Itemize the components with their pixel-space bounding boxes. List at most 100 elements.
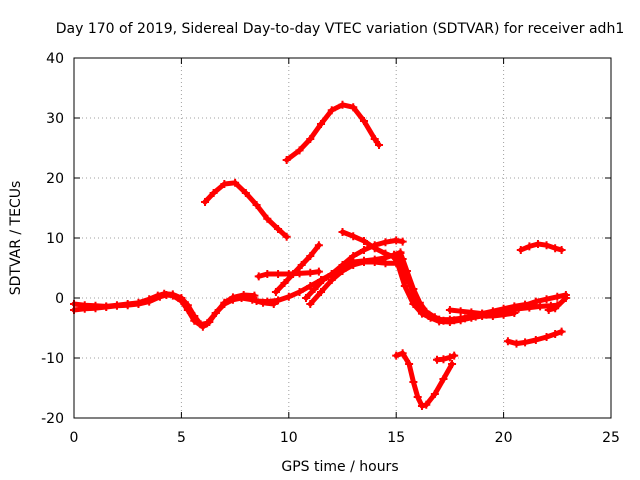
data-point <box>445 318 454 326</box>
data-point <box>112 301 121 310</box>
data-point <box>211 309 220 317</box>
series-trail <box>284 102 382 163</box>
grid-lines <box>74 58 611 418</box>
data-point <box>435 317 444 326</box>
data-point <box>310 285 319 293</box>
data-point <box>239 291 248 299</box>
x-tick-label: 5 <box>177 430 186 446</box>
data-point <box>280 279 289 287</box>
data-point <box>327 106 336 115</box>
data-point <box>398 237 407 246</box>
data-point <box>450 351 459 360</box>
data-point <box>160 289 169 298</box>
data-point <box>525 242 534 251</box>
data-point <box>359 258 368 266</box>
data-point <box>359 117 368 125</box>
data-point <box>314 267 323 276</box>
data-point <box>228 293 237 302</box>
data-point <box>134 298 143 307</box>
data-point <box>426 313 435 322</box>
y-tick-label: 20 <box>46 171 64 187</box>
data-point <box>398 349 407 358</box>
chart-title: Day 170 of 2019, Sidereal Day-to-day VTE… <box>56 21 624 37</box>
series-arc-hump-32 <box>282 100 384 164</box>
data-point <box>521 300 530 309</box>
data-point <box>445 353 454 362</box>
x-tick-label: 25 <box>602 430 620 446</box>
x-tick-label: 20 <box>495 430 513 446</box>
data-point <box>297 261 306 269</box>
data-point <box>439 355 448 364</box>
data-point <box>533 240 542 248</box>
data-point <box>422 400 431 409</box>
series-arc-base-2 <box>70 289 259 329</box>
data-point <box>381 249 390 258</box>
data-point <box>241 189 250 197</box>
data-point <box>536 302 545 311</box>
data-point <box>203 319 212 328</box>
series-arc-right-9 <box>516 240 566 254</box>
data-point <box>370 135 379 143</box>
data-point <box>390 253 399 262</box>
data-point <box>274 225 283 233</box>
data-point <box>295 269 304 278</box>
data-point <box>252 201 261 209</box>
data-point <box>456 307 465 316</box>
data-point <box>263 214 272 223</box>
data-point <box>551 330 560 338</box>
x-tick-label: 0 <box>70 430 79 446</box>
series-trail <box>393 350 455 409</box>
data-point <box>542 241 551 250</box>
data-point <box>430 390 439 398</box>
data-point <box>561 294 570 302</box>
data-point <box>409 378 418 386</box>
data-point <box>370 258 379 266</box>
data-point <box>183 301 192 310</box>
data-point <box>338 100 347 109</box>
data-point <box>478 309 487 318</box>
data-point <box>557 246 566 254</box>
data-point <box>168 290 177 299</box>
data-point <box>314 241 323 250</box>
data-point <box>317 288 326 296</box>
data-point <box>359 246 368 254</box>
data-point <box>521 338 530 347</box>
data-point <box>349 232 358 241</box>
data-point <box>400 282 409 290</box>
y-tick-label: 0 <box>55 291 64 307</box>
data-point <box>338 267 347 275</box>
data-point <box>415 298 424 307</box>
data-point <box>271 288 280 296</box>
data-point <box>284 270 293 278</box>
data-point <box>544 306 553 314</box>
data-point <box>417 402 426 410</box>
data-point <box>319 276 328 284</box>
y-tick-label: -20 <box>41 411 64 427</box>
data-point <box>413 393 422 401</box>
data-point <box>439 375 448 383</box>
data-point <box>306 300 315 308</box>
data-point <box>370 244 379 253</box>
data-points <box>70 100 570 410</box>
data-point <box>263 270 272 278</box>
series-arc-mid-down <box>338 228 407 263</box>
data-point <box>327 276 336 284</box>
data-point <box>317 120 326 128</box>
x-tick-label: 10 <box>280 430 298 446</box>
data-point <box>551 244 560 253</box>
axis-ticks <box>73 57 612 419</box>
data-point <box>91 301 100 310</box>
series-arc-dip-18 <box>392 349 457 410</box>
data-point <box>102 302 111 311</box>
data-point <box>396 249 405 257</box>
data-point <box>250 291 259 300</box>
series-arc-flat-4 <box>254 267 323 281</box>
data-point <box>510 302 519 311</box>
data-point <box>177 294 186 302</box>
data-point <box>448 360 457 368</box>
y-tick-label: -10 <box>41 351 64 367</box>
data-point <box>301 294 310 302</box>
data-point <box>274 296 283 305</box>
data-point <box>381 259 390 268</box>
data-point <box>557 327 566 336</box>
